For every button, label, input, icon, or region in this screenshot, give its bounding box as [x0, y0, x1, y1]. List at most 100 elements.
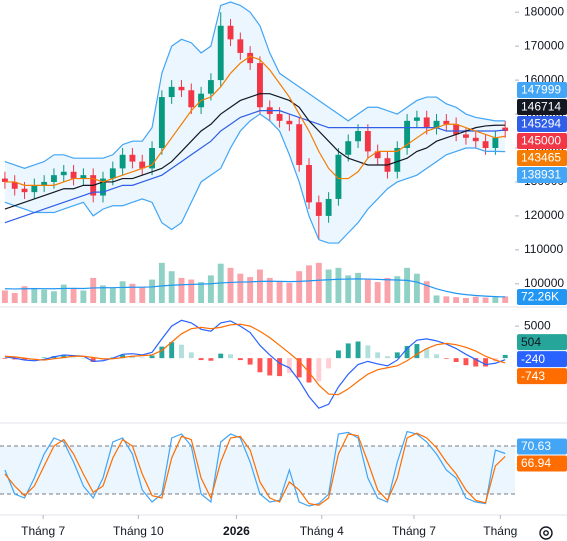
histogram-bar — [404, 345, 410, 359]
volume-bar — [374, 282, 381, 303]
volume-bar — [149, 279, 155, 303]
volume-bar — [463, 297, 469, 303]
candle-body — [207, 80, 214, 94]
volume-bar — [80, 290, 87, 303]
volume-bar — [355, 272, 361, 303]
candle-body — [60, 171, 67, 176]
volume-bar — [306, 265, 312, 303]
volume-bar — [207, 275, 214, 303]
histogram-bar — [326, 358, 332, 369]
histogram-bar — [335, 350, 341, 359]
candle-body — [109, 168, 116, 179]
histogram-bar — [463, 358, 469, 366]
candle-body — [286, 120, 293, 125]
volume-bar — [364, 279, 371, 303]
volume-bar — [286, 282, 293, 303]
price-badge — [517, 149, 567, 166]
volume-bar — [315, 262, 322, 303]
candle-body — [247, 52, 254, 64]
histogram-bar — [71, 357, 77, 359]
candle-body — [11, 181, 18, 189]
candle-body — [178, 86, 185, 91]
candle-body — [119, 154, 126, 169]
volume-bar — [404, 267, 411, 303]
candle-body — [394, 148, 401, 172]
histogram-bar — [483, 358, 489, 367]
price-badge-label: 66.94 — [521, 456, 551, 470]
candle-body — [374, 151, 381, 159]
histogram-bar — [306, 358, 312, 383]
price-badge-label: 70.63 — [521, 439, 551, 453]
price-badge — [517, 288, 567, 305]
histogram-bar — [169, 342, 175, 359]
candle-body — [404, 120, 411, 148]
candle-body — [502, 127, 509, 132]
volume-bar — [119, 281, 126, 303]
histogram-bar — [434, 354, 439, 359]
histogram-bar — [120, 354, 126, 359]
histogram-bar — [198, 358, 204, 361]
volume-bar — [423, 281, 430, 303]
histogram-bar — [365, 345, 371, 359]
candle-body — [31, 185, 38, 193]
volume-bar — [31, 287, 38, 303]
volume-bar — [453, 297, 460, 303]
volume-bar — [168, 271, 175, 303]
volume-bar — [178, 277, 185, 303]
candle-body — [345, 141, 352, 155]
volume-bar — [482, 297, 489, 303]
histogram-bar — [208, 358, 214, 361]
volume-bar — [394, 276, 401, 303]
indicator-line — [4, 55, 506, 186]
settings-icon[interactable] — [539, 526, 553, 540]
candle-body — [168, 86, 175, 98]
indicator-line — [4, 319, 506, 409]
candle-body — [315, 202, 322, 216]
volume-bar — [158, 262, 165, 303]
candle-body — [355, 131, 361, 142]
indicator-line — [4, 1, 506, 170]
volume-bar — [296, 271, 303, 303]
candle-body — [413, 117, 420, 121]
histogram-bar — [2, 358, 8, 359]
histogram-bar — [149, 355, 155, 359]
histogram-bar — [453, 358, 459, 362]
volume-bar — [276, 281, 283, 303]
price-badge — [517, 115, 567, 132]
volume-bar — [11, 292, 18, 303]
settings-gear-center[interactable] — [543, 530, 549, 536]
volume-bar — [109, 287, 116, 303]
price-badge-label: 145000 — [521, 134, 561, 148]
volume-bar — [139, 287, 146, 303]
y-tick-label: 120000 — [524, 208, 564, 222]
volume-bar — [227, 267, 234, 303]
histogram-bar — [296, 358, 302, 378]
price-badge — [517, 81, 567, 98]
volume-bar — [472, 296, 479, 303]
histogram-bar — [41, 357, 47, 359]
volume-bar — [198, 282, 205, 303]
price-badge — [517, 351, 567, 368]
price-badge-label: 72.26K — [521, 290, 559, 304]
candle-body — [296, 124, 303, 165]
candle-body — [364, 131, 371, 152]
volume-bar — [502, 296, 509, 303]
settings-gear[interactable] — [539, 526, 553, 540]
y-tick-label: 170000 — [524, 38, 564, 52]
price-badge — [517, 334, 567, 351]
volume-bar — [41, 289, 48, 303]
volume-bar — [129, 283, 136, 303]
volume-bar — [60, 284, 67, 303]
indicator-line — [4, 323, 506, 396]
price-badge-label: 138931 — [521, 168, 561, 182]
candle-body — [80, 175, 87, 179]
candle-body — [129, 154, 136, 162]
histogram-bar — [61, 355, 67, 359]
candle-body — [100, 178, 106, 196]
volume-bar — [384, 277, 391, 303]
histogram-bar — [218, 353, 224, 359]
histogram-bar — [129, 355, 135, 359]
indicator-line — [4, 93, 506, 210]
histogram-bar — [375, 352, 381, 359]
